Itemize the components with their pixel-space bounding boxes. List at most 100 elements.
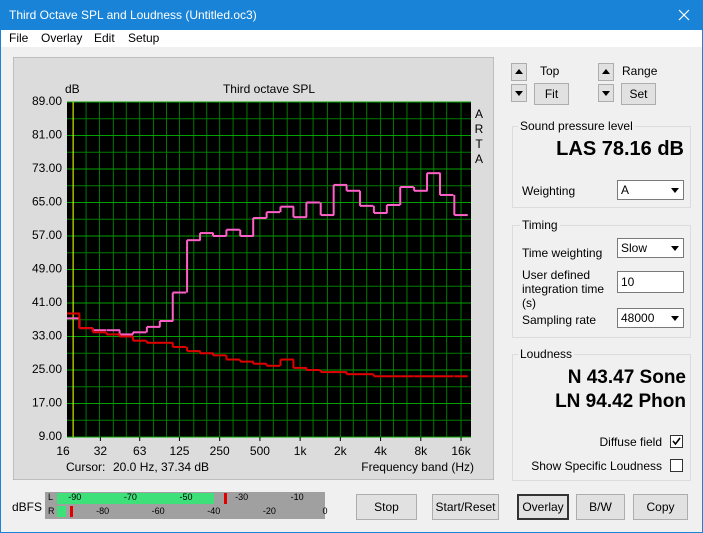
x-tick-label: 16 — [56, 444, 70, 458]
specific-label: Show Specific Loudness — [531, 459, 662, 473]
x-tick-label: 8k — [414, 444, 428, 458]
top-down-button[interactable] — [511, 84, 527, 102]
sampling-label: Sampling rate — [522, 313, 597, 327]
range-down-button[interactable] — [598, 84, 614, 102]
x-axis-label: Frequency band (Hz) — [361, 460, 474, 474]
y-tick-label: 25.00 — [32, 362, 62, 376]
meter-tick-label: -50 — [179, 492, 193, 502]
menu-label[interactable]: File — [9, 31, 29, 45]
x-tick-label: 250 — [210, 444, 230, 458]
select-value[interactable]: Slow — [621, 241, 648, 255]
group-title: Timing — [520, 218, 560, 232]
integration-label: User defined integration time (s) — [522, 268, 605, 310]
group-title: Sound pressure level — [518, 119, 635, 133]
weighting-select[interactable]: A — [617, 180, 684, 200]
meter-tick-label: -30 — [235, 492, 249, 502]
y-axis-label: dB — [65, 82, 80, 96]
meter-level-left — [57, 493, 214, 504]
meter-peak-left — [224, 493, 227, 504]
select-value[interactable]: A — [621, 183, 630, 197]
y-tick-label: 73.00 — [32, 161, 62, 175]
x-tick-label: 1k — [294, 444, 308, 458]
start-reset-button[interactable]: Start/Reset — [432, 494, 499, 520]
close-button[interactable] — [677, 8, 691, 22]
x-tick-label: 16k — [451, 444, 471, 458]
sone-reading: N 43.47 Sone — [567, 367, 686, 388]
arrow-icon — [602, 91, 610, 96]
arrow-icon — [515, 91, 523, 96]
x-tick-label: 500 — [250, 444, 270, 458]
window-title: Third Octave SPL and Loudness (Untitled.… — [9, 8, 257, 22]
fit-button[interactable]: Fit — [534, 83, 569, 105]
meter-tick-label: -60 — [151, 506, 165, 516]
y-tick-label: 41.00 — [32, 295, 62, 309]
set-button[interactable]: Set — [621, 83, 656, 105]
meter-tick-label: -10 — [290, 492, 304, 502]
y-tick-label: 17.00 — [32, 396, 62, 410]
cursor-label: Cursor: — [66, 460, 105, 474]
diffuse-checkbox[interactable] — [670, 435, 683, 448]
overlay-button[interactable]: Overlay — [517, 494, 569, 520]
time-weighting-select[interactable]: Slow — [617, 238, 684, 258]
menu-item[interactable]: File — [9, 31, 28, 45]
top-label: Top — [540, 64, 560, 78]
meter-channel: L — [48, 492, 54, 502]
meter-tick-label: -80 — [96, 506, 110, 516]
range-up-button[interactable] — [598, 63, 614, 81]
range-label: Range — [622, 64, 658, 78]
time-weighting-label: Time weighting — [522, 246, 603, 260]
dropdown-arrow — [671, 188, 679, 193]
stop-button[interactable]: Stop — [356, 494, 417, 520]
group-title: Loudness — [518, 347, 575, 361]
copy-button[interactable]: Copy — [633, 494, 688, 520]
integration-input[interactable]: 10 — [617, 271, 684, 293]
menu-item[interactable]: Edit — [94, 31, 115, 45]
y-tick-label: 65.00 — [32, 195, 62, 209]
arrow-icon — [602, 69, 610, 74]
meter-label: dBFS — [12, 500, 43, 514]
menu-bar — [1, 30, 702, 47]
side-label: ARTA — [472, 107, 486, 167]
meter-tick-label: -20 — [262, 506, 276, 516]
weighting-label: Weighting — [522, 184, 576, 198]
chart: dB Third octave SPL ARTA Cursor: 20.0 Hz… — [13, 57, 494, 480]
x-tick-label: 63 — [133, 444, 147, 458]
spl-reading: LAS 78.16 dB — [556, 138, 684, 160]
menu-item[interactable]: Overlay — [41, 31, 82, 45]
bw-button[interactable]: B/W — [576, 494, 625, 520]
diffuse-label: Diffuse field — [599, 435, 662, 449]
meter-tick-label: -90 — [68, 492, 82, 502]
menu-label[interactable]: Overlay — [41, 31, 83, 45]
y-tick-label: 9.00 — [39, 429, 63, 443]
sampling-select[interactable]: 48000 — [617, 308, 684, 328]
specific-checkbox[interactable] — [670, 459, 683, 472]
y-tick-label: 57.00 — [32, 228, 62, 242]
timing-group — [512, 225, 691, 338]
dropdown-arrow — [671, 316, 679, 321]
x-tick-label: 125 — [169, 444, 189, 458]
menu-label[interactable]: Edit — [94, 31, 115, 45]
x-tick-label: 4k — [374, 444, 388, 458]
dropdown-arrow — [671, 246, 679, 251]
meter-level-right — [57, 506, 66, 517]
meter-tick-label: -40 — [207, 506, 221, 516]
meter-tick-label: -70 — [123, 492, 137, 502]
select-value[interactable]: 48000 — [621, 311, 655, 325]
meter-peak-right — [70, 506, 73, 517]
check-mark — [672, 437, 681, 446]
menu-item[interactable]: Setup — [128, 31, 159, 45]
top-up-button[interactable] — [511, 63, 527, 81]
y-tick-label: 49.00 — [32, 262, 62, 276]
menu-label[interactable]: Setup — [128, 31, 160, 45]
arrow-icon — [515, 69, 523, 74]
x-tick-label: 2k — [334, 444, 348, 458]
meter-channel: R — [48, 506, 55, 516]
phon-reading: LN 94.42 Phon — [555, 391, 686, 412]
meter-tick-label: 0 — [322, 506, 328, 516]
input-value[interactable]: 10 — [621, 275, 635, 289]
y-tick-label: 81.00 — [32, 128, 62, 142]
title-bar — [1, 1, 702, 30]
loudness-group — [512, 354, 691, 481]
x-tick-label: 32 — [94, 444, 108, 458]
